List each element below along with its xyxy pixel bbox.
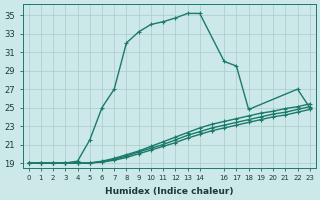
X-axis label: Humidex (Indice chaleur): Humidex (Indice chaleur) [105,187,234,196]
